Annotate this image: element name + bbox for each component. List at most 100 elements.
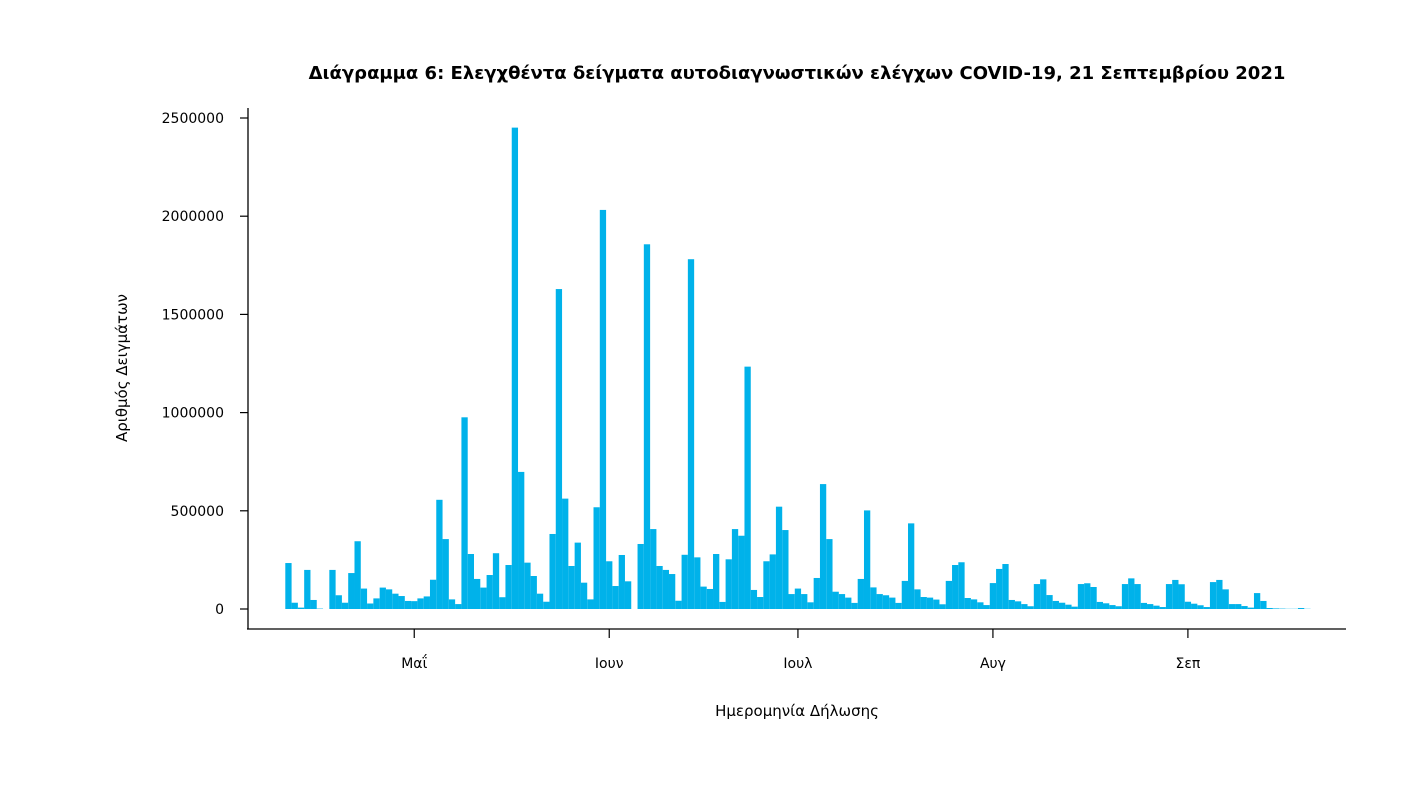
bar [1216, 580, 1222, 609]
bar [1153, 606, 1159, 609]
bar [575, 543, 581, 609]
chart-title: Διάγραμμα 6: Ελεγχθέντα δείγματα αυτοδια… [309, 63, 1286, 84]
bar [713, 554, 719, 609]
bar [474, 579, 480, 609]
bar [789, 594, 795, 609]
bar [329, 570, 335, 609]
bar [820, 484, 826, 609]
bar [443, 539, 449, 609]
bar [952, 565, 958, 609]
bar [990, 583, 996, 609]
bar [1097, 602, 1103, 609]
bar [1059, 603, 1065, 609]
bar [430, 580, 436, 609]
x-tick-label: Αυγ [980, 656, 1006, 672]
bar [770, 554, 776, 609]
bar [1078, 584, 1084, 609]
bar [399, 596, 405, 609]
bar [644, 244, 650, 609]
y-tick-label: 1500000 [162, 307, 224, 323]
bar [468, 554, 474, 609]
bar [1015, 601, 1021, 609]
bar [851, 603, 857, 609]
bar [688, 259, 694, 609]
bar [1197, 605, 1203, 609]
bar [487, 575, 493, 609]
bar [1072, 607, 1078, 609]
bar [1084, 583, 1090, 609]
bar [292, 603, 298, 609]
bar [461, 417, 467, 609]
bar [682, 555, 688, 609]
bar [1267, 608, 1273, 609]
bar [776, 507, 782, 609]
bar [480, 588, 486, 609]
bar [543, 602, 549, 609]
bar [1241, 606, 1247, 609]
bar [858, 579, 864, 609]
bar [782, 530, 788, 609]
bar [373, 598, 379, 609]
x-tick-label: Ιουλ [783, 656, 812, 672]
bar [1166, 584, 1172, 609]
bar [518, 472, 524, 609]
bar [354, 541, 360, 609]
bar [411, 601, 417, 609]
bar [669, 574, 675, 609]
bar [1235, 604, 1241, 609]
x-axis-label: Ημερομηνία Δήλωσης [715, 702, 879, 720]
bar [663, 570, 669, 609]
bar [719, 602, 725, 609]
bar [763, 561, 769, 609]
bar [877, 594, 883, 609]
bar [1229, 604, 1235, 609]
bar [1028, 606, 1034, 609]
bar [883, 595, 889, 609]
bar [1002, 564, 1008, 609]
bar [405, 601, 411, 609]
bar [864, 510, 870, 609]
bar [606, 561, 612, 609]
bar [581, 583, 587, 609]
bar [568, 566, 574, 609]
bar [656, 566, 662, 609]
x-tick-label: Ιουν [595, 656, 624, 672]
bar [612, 586, 618, 609]
bar [807, 602, 813, 609]
bar [1090, 587, 1096, 609]
bar [1254, 593, 1260, 609]
bar [587, 599, 593, 609]
bar [795, 589, 801, 609]
bar [650, 529, 656, 609]
bar [1134, 584, 1140, 609]
bar [921, 597, 927, 609]
bar [927, 598, 933, 609]
bar [757, 597, 763, 609]
bar [549, 534, 555, 609]
bar [531, 576, 537, 609]
bar [304, 570, 310, 609]
bar [562, 499, 568, 609]
bar [908, 523, 914, 609]
x-tick-label: Σεπ [1175, 656, 1200, 672]
bar [537, 594, 543, 609]
bar [1160, 607, 1166, 609]
bar [594, 507, 600, 609]
bar [1103, 603, 1109, 609]
bar [1053, 601, 1059, 609]
bar [1109, 605, 1115, 609]
bar [889, 598, 895, 609]
bar [493, 553, 499, 609]
bar [914, 589, 920, 609]
bar [455, 604, 461, 609]
bar [336, 595, 342, 609]
bar [675, 601, 681, 609]
bar [1191, 604, 1197, 609]
bar [845, 598, 851, 609]
bar [1040, 579, 1046, 609]
bar [694, 557, 700, 609]
bar [1128, 578, 1134, 609]
bar [1021, 604, 1027, 609]
